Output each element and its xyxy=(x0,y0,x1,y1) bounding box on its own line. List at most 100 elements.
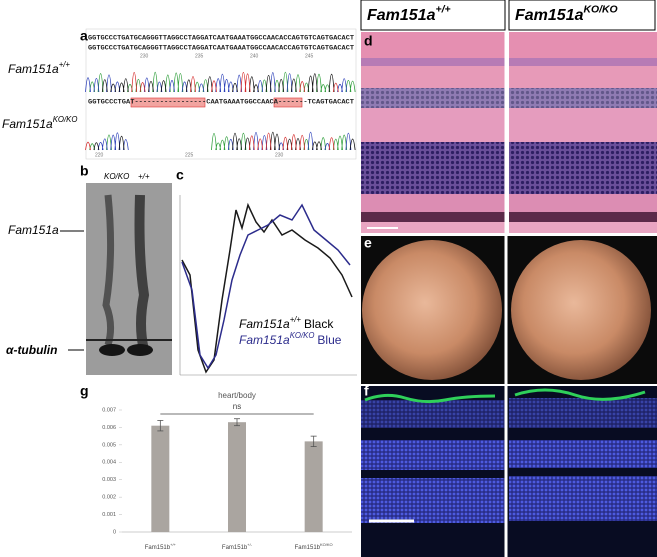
tissue-layer xyxy=(361,142,505,194)
layer xyxy=(509,476,657,521)
gene-name: Fam151a xyxy=(8,62,59,76)
trace-ko xyxy=(181,203,351,370)
band-label: α-tubulin xyxy=(6,343,57,357)
x-tick-label: Fam151b+/- xyxy=(222,542,253,551)
tissue-layer xyxy=(361,194,505,212)
green-signal xyxy=(364,393,496,404)
y-tick-label: 0.002 xyxy=(102,495,116,501)
tissue-layer xyxy=(361,222,505,233)
layer xyxy=(361,400,505,428)
gene-name: Fam151a xyxy=(2,117,53,131)
y-tick-label: 0 xyxy=(113,529,116,535)
panel-letter: a xyxy=(80,28,88,44)
gene-name: Fam151b xyxy=(145,545,171,551)
tissue-layer xyxy=(509,58,657,66)
gene-name: Fam151a xyxy=(239,333,290,347)
green-signal xyxy=(514,388,646,401)
deletion-box xyxy=(273,97,303,108)
position-label: 240 xyxy=(250,53,259,59)
superscript: KO/KO xyxy=(584,4,618,15)
chromatogram-trace xyxy=(89,71,356,93)
sequence: GGTGCCCTGATGCAGGGTTAGGCCTAGGATCAATGAAATG… xyxy=(88,45,354,52)
superscript: +/+ xyxy=(290,315,302,324)
superscript: +/- xyxy=(247,542,252,547)
bar xyxy=(151,425,170,532)
position-label: 230 xyxy=(275,152,284,158)
bar xyxy=(304,441,323,532)
chromatogram-trace xyxy=(93,131,356,151)
y-tick-label: 0.004 xyxy=(102,460,116,466)
gene-name: Fam151a xyxy=(367,7,436,24)
band xyxy=(134,194,150,352)
fundus-panel xyxy=(361,236,657,384)
band-label: Fam151a xyxy=(8,223,59,237)
band xyxy=(99,344,125,356)
histology xyxy=(360,0,657,233)
gene-label: Fam151aKO/KO Blue xyxy=(239,331,342,347)
trace-name: Blue xyxy=(317,333,341,347)
band xyxy=(127,344,153,356)
layer xyxy=(509,398,657,428)
trace-name: Black xyxy=(304,317,334,331)
gene-label: Fam151a+/+ Black xyxy=(239,315,334,331)
tissue-layer xyxy=(361,66,505,88)
panel-letter: f xyxy=(364,383,369,399)
error-bar xyxy=(234,418,240,427)
superscript: KO/KO xyxy=(320,542,333,547)
y-tick-label: 0.003 xyxy=(102,477,116,483)
gene-label: Fam151aKO/KO xyxy=(2,115,77,131)
chromatogram-trace xyxy=(85,72,348,93)
y-tick-label: 0.006 xyxy=(102,425,116,431)
sequence: GGTGCCCTGAT-----------------CAATGAAATGGC… xyxy=(88,99,354,106)
layer xyxy=(361,478,505,523)
tissue-layer xyxy=(509,212,657,222)
tissue-layer xyxy=(361,212,505,222)
gene-name: Fam151b xyxy=(295,545,321,551)
lane-label: KO/KO xyxy=(104,172,129,181)
fundus-image xyxy=(362,240,502,380)
chromatogram-trace xyxy=(131,72,339,93)
tissue-layer xyxy=(361,32,505,58)
header-box xyxy=(508,0,656,31)
gene-name: Fam151b xyxy=(222,545,248,551)
lane-label: +/+ xyxy=(138,172,150,181)
y-tick-label: 0.001 xyxy=(102,512,116,518)
western-blot xyxy=(60,183,172,375)
position-label: 235 xyxy=(195,53,204,59)
tissue-layer xyxy=(509,88,657,108)
chart-title: heart/body xyxy=(218,391,256,400)
tissue-layer xyxy=(361,108,505,142)
tissue-layer xyxy=(361,88,505,108)
gene-name: Fam151a xyxy=(239,317,290,331)
panel-letter: e xyxy=(364,235,372,251)
tissue-layer xyxy=(509,222,657,233)
panel-letter: b xyxy=(80,163,89,179)
chromatogram-trace xyxy=(85,132,335,151)
layer xyxy=(509,440,657,468)
superscript: KO/KO xyxy=(53,115,78,124)
gene-label: Fam151aKO/KO xyxy=(515,4,618,24)
x-tick-label: Fam151b+/+ xyxy=(145,542,177,551)
tissue-layer xyxy=(509,108,657,142)
x-tick-label: Fam151bKO/KO xyxy=(295,542,333,551)
tissue-layer xyxy=(509,142,657,194)
superscript: +/+ xyxy=(170,542,176,547)
deletion-box xyxy=(130,97,206,108)
position-label: 245 xyxy=(305,53,314,59)
panel-letter: c xyxy=(176,167,184,183)
gene-label: Fam151a+/+ xyxy=(8,60,70,76)
tissue-layer xyxy=(361,58,505,66)
bar xyxy=(228,422,246,532)
chromatograms: GGTGCCCTGATGCAGGGTTAGGCCTAGGATCAATGAAATG… xyxy=(85,28,357,160)
header-box xyxy=(360,0,506,31)
blot-bg xyxy=(86,183,172,375)
trace-wt xyxy=(181,202,353,374)
gene-name: Fam151a xyxy=(515,7,584,24)
tissue-layer xyxy=(509,32,657,58)
erg-panel xyxy=(179,195,357,376)
y-tick-label: 0.007 xyxy=(102,407,116,413)
superscript: KO/KO xyxy=(290,331,315,340)
superscript: +/+ xyxy=(436,4,451,15)
chromatogram-bg xyxy=(85,28,357,160)
